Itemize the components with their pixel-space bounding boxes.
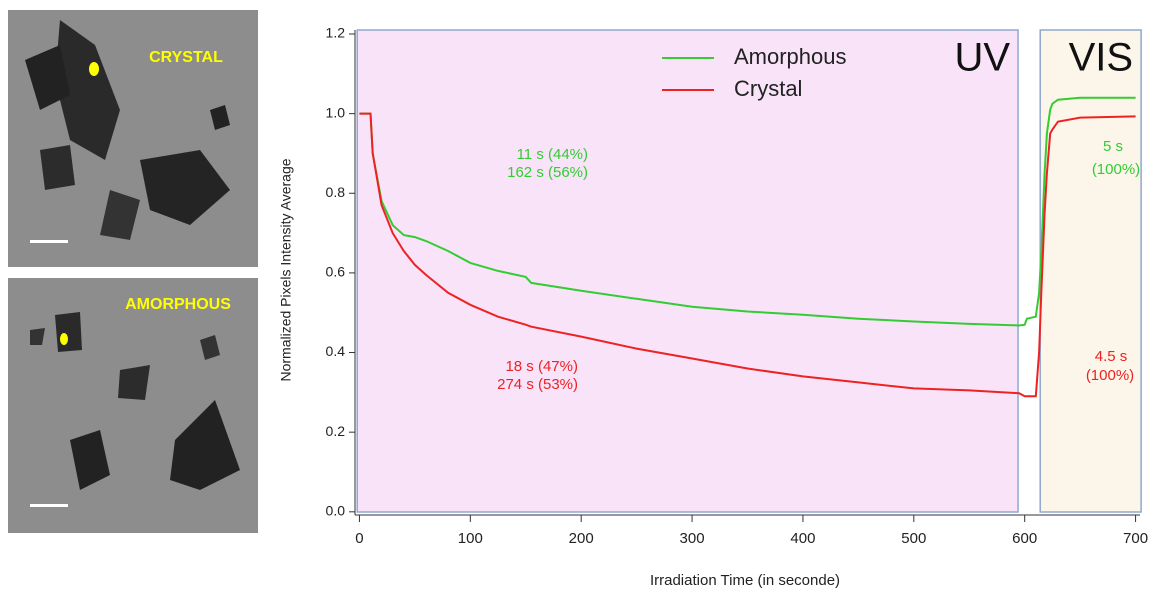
legend-label: Crystal — [734, 76, 802, 101]
y-tick-label: 0.8 — [326, 184, 346, 200]
y-tick-label: 1.2 — [326, 25, 346, 41]
annotation: (100%) — [1086, 367, 1134, 384]
x-tick-label: 700 — [1123, 530, 1148, 547]
y-tick-label: 0.4 — [326, 343, 346, 359]
y-tick-label: 1.0 — [326, 104, 346, 120]
micrograph-crystal: CRYSTAL — [8, 10, 258, 267]
annotation: (100%) — [1092, 161, 1140, 178]
region — [1039, 29, 1142, 513]
annotation: 11 s (44%) — [517, 146, 588, 163]
image-label: AMORPHOUS — [125, 296, 231, 313]
legend-label: Amorphous — [734, 44, 847, 69]
region — [356, 29, 1019, 513]
region-label: UV — [954, 36, 1010, 80]
annotation: 18 s (47%) — [505, 358, 578, 375]
region-label: VIS — [1069, 36, 1133, 80]
y-tick-label: 0.0 — [326, 503, 346, 519]
x-tick-label: 400 — [790, 530, 815, 547]
y-axis-label: Normalized Pixels Intensity Average — [278, 158, 294, 381]
annotation: 4.5 s — [1095, 348, 1128, 365]
line — [359, 112, 1136, 398]
annotation: 5 s — [1103, 138, 1123, 155]
x-tick-label: 600 — [1012, 530, 1037, 547]
x-tick-label: 500 — [901, 530, 926, 547]
x-tick-label: 100 — [458, 530, 483, 547]
micrograph-amorphous: AMORPHOUS — [8, 278, 258, 533]
line — [359, 96, 1136, 327]
y-tick-label: 0.6 — [326, 264, 346, 280]
x-axis-label: Irradiation Time (in seconde) — [650, 572, 840, 589]
x-tick-label: 200 — [569, 530, 594, 547]
annotation: 162 s (56%) — [507, 164, 588, 181]
x-tick-label: 300 — [680, 530, 705, 547]
y-tick-label: 0.2 — [326, 423, 346, 439]
image-label: CRYSTAL — [149, 49, 223, 66]
x-tick-label: 0 — [355, 530, 363, 547]
annotation: 274 s (53%) — [497, 376, 578, 393]
